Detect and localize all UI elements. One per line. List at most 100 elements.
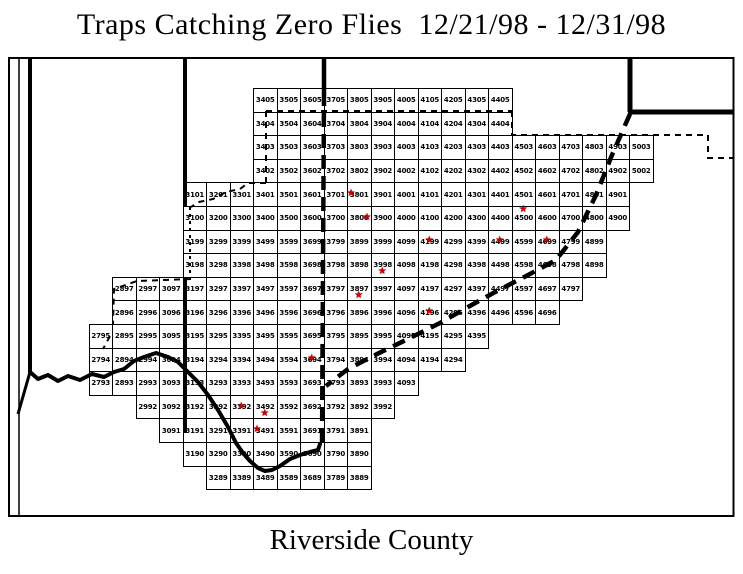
grid-cell: 4299 xyxy=(441,229,466,255)
grid-cell: 3697 xyxy=(300,276,325,302)
grid-cell: 3702 xyxy=(323,158,348,184)
grid-cell: 3799 xyxy=(323,229,348,255)
grid-cell-label: 4298 xyxy=(443,261,463,270)
grid-cell: 3196 xyxy=(182,300,207,325)
grid-cell: 4305 xyxy=(464,88,489,113)
grid-cell-label: 3397 xyxy=(232,285,252,294)
grid-cell: 3095 xyxy=(159,324,184,349)
grid-cell: 3794 xyxy=(323,347,348,373)
fly-trap-star-marker: ★ xyxy=(307,353,317,365)
grid-cell: 3595 xyxy=(276,324,301,349)
grid-cell-label: 3494 xyxy=(255,355,275,364)
grid-cell-label: 4095 xyxy=(396,332,416,341)
fly-trap-star-marker: ★ xyxy=(542,235,552,247)
grid-cell: 3092 xyxy=(159,394,184,420)
grid-cell: 4700 xyxy=(558,206,583,231)
grid-cell: 3890 xyxy=(347,442,372,467)
grid-cell-label: 3602 xyxy=(302,167,322,176)
grid-cell-label: 3994 xyxy=(373,355,393,364)
grid-cell-label: 3701 xyxy=(326,190,346,199)
grid-cell: 3999 xyxy=(370,229,395,255)
grid-cell: 4902 xyxy=(605,158,630,184)
grid-cell-label: 3996 xyxy=(373,308,393,317)
grid-cell: 3592 xyxy=(276,394,301,420)
grid-cell: 2794 xyxy=(88,347,113,373)
grid-cell-label: 4503 xyxy=(514,143,534,152)
grid-cell-label: 3595 xyxy=(279,332,299,341)
grid-cell: 3904 xyxy=(370,111,395,137)
grid-cell-label: 3696 xyxy=(302,308,322,317)
grid-cell: 3201 xyxy=(206,182,231,207)
grid-cell-label: 4094 xyxy=(396,355,416,364)
grid-cell: 3603 xyxy=(300,135,325,160)
grid-cell-label: 3790 xyxy=(326,450,346,459)
grid-cell-label: 4204 xyxy=(443,119,463,128)
grid-cell-label: 4404 xyxy=(490,119,510,128)
grid-cell-label: 3301 xyxy=(232,190,252,199)
grid-cell: 4696 xyxy=(535,300,560,325)
grid-cell: 4701 xyxy=(558,182,583,207)
grid-cell-label: 3403 xyxy=(255,143,275,152)
grid-cell-label: 3194 xyxy=(185,355,205,364)
grid-cell-label: 3297 xyxy=(208,285,228,294)
grid-cell: 3502 xyxy=(276,158,301,184)
grid-cell-label: 3191 xyxy=(185,426,205,435)
grid-cell: 3291 xyxy=(206,418,231,443)
grid-cell-label: 3698 xyxy=(302,261,322,270)
grid-cell: 3490 xyxy=(253,442,278,467)
grid-cell: 3596 xyxy=(276,300,301,325)
grid-cell: 3200 xyxy=(206,206,231,231)
grid-cell-label: 3196 xyxy=(185,308,205,317)
grid-cell-label: 3896 xyxy=(349,308,369,317)
grid-cell: 3293 xyxy=(206,371,231,396)
grid-cell-label: 3997 xyxy=(373,285,393,294)
west-county-spur-line xyxy=(16,371,32,415)
fly-trap-star-marker: ★ xyxy=(346,188,356,200)
grid-cell-label: 3395 xyxy=(232,332,252,341)
grid-cell: 4101 xyxy=(417,182,442,207)
grid-cell: 2993 xyxy=(135,371,160,396)
grid-cell: 4195 xyxy=(417,324,442,349)
grid-cell: 3198 xyxy=(182,253,207,278)
grid-cell-label: 2895 xyxy=(114,332,134,341)
grid-cell-label: 3597 xyxy=(279,285,299,294)
grid-cell: 3498 xyxy=(253,253,278,278)
grid-cell: 4802 xyxy=(582,158,607,184)
grid-cell-label: 3804 xyxy=(349,119,369,128)
grid-cell: 3405 xyxy=(253,88,278,113)
grid-cell-label: 4903 xyxy=(608,143,628,152)
grid-cell-label: 4698 xyxy=(537,261,557,270)
grid-cell-label: 4205 xyxy=(443,96,463,105)
grid-cell: 3289 xyxy=(206,465,231,491)
grid-cell-label: 3192 xyxy=(185,403,205,412)
grid-cell-label: 3992 xyxy=(373,403,393,412)
grid-cell-label: 2995 xyxy=(138,332,158,341)
grid-cell-label: 3795 xyxy=(326,332,346,341)
grid-cell-label: 4900 xyxy=(608,214,628,223)
grid-cell: 4798 xyxy=(558,253,583,278)
grid-cell: 3402 xyxy=(253,158,278,184)
grid-cell-label: 3493 xyxy=(255,379,275,388)
grid-cell-label: 3601 xyxy=(302,190,322,199)
grid-cell-label: 3797 xyxy=(326,285,346,294)
grid-cell: 3394 xyxy=(229,347,254,373)
grid-cell: 4401 xyxy=(488,182,513,207)
grid-cell-label: 3389 xyxy=(232,473,252,482)
grid-cell-label: 3893 xyxy=(349,379,369,388)
grid-cell-label: 3097 xyxy=(161,285,181,294)
grid-cell-label: 2794 xyxy=(91,355,111,364)
grid-cell: 4502 xyxy=(511,158,536,184)
grid-cell: 3892 xyxy=(347,394,372,420)
grid-cell: 4602 xyxy=(535,158,560,184)
grid-cell: 4204 xyxy=(441,111,466,137)
grid-cell-label: 4101 xyxy=(420,190,440,199)
grid-cell: 4803 xyxy=(582,135,607,160)
grid-cell-label: 3692 xyxy=(302,403,322,412)
grid-cell: 4103 xyxy=(417,135,442,160)
grid-cell-label: 2893 xyxy=(114,379,134,388)
grid-cell: 4202 xyxy=(441,158,466,184)
grid-cell-label: 3091 xyxy=(161,426,181,435)
grid-cell: 4898 xyxy=(582,253,607,278)
grid-cell: 3389 xyxy=(229,465,254,491)
